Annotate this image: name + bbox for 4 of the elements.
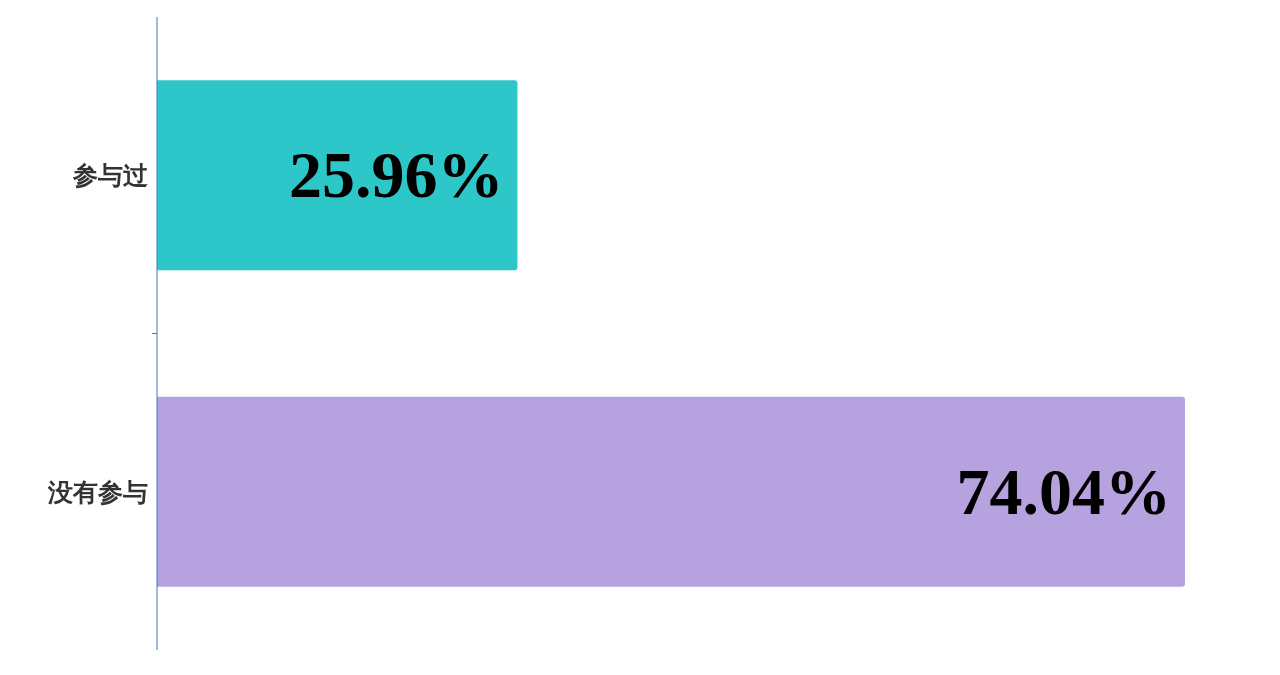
y-tick-label: 参与过	[72, 161, 148, 191]
y-tick-label: 没有参与	[47, 477, 148, 507]
data-label: 25.96%	[288, 138, 504, 212]
data-label: 74.04%	[956, 454, 1171, 528]
